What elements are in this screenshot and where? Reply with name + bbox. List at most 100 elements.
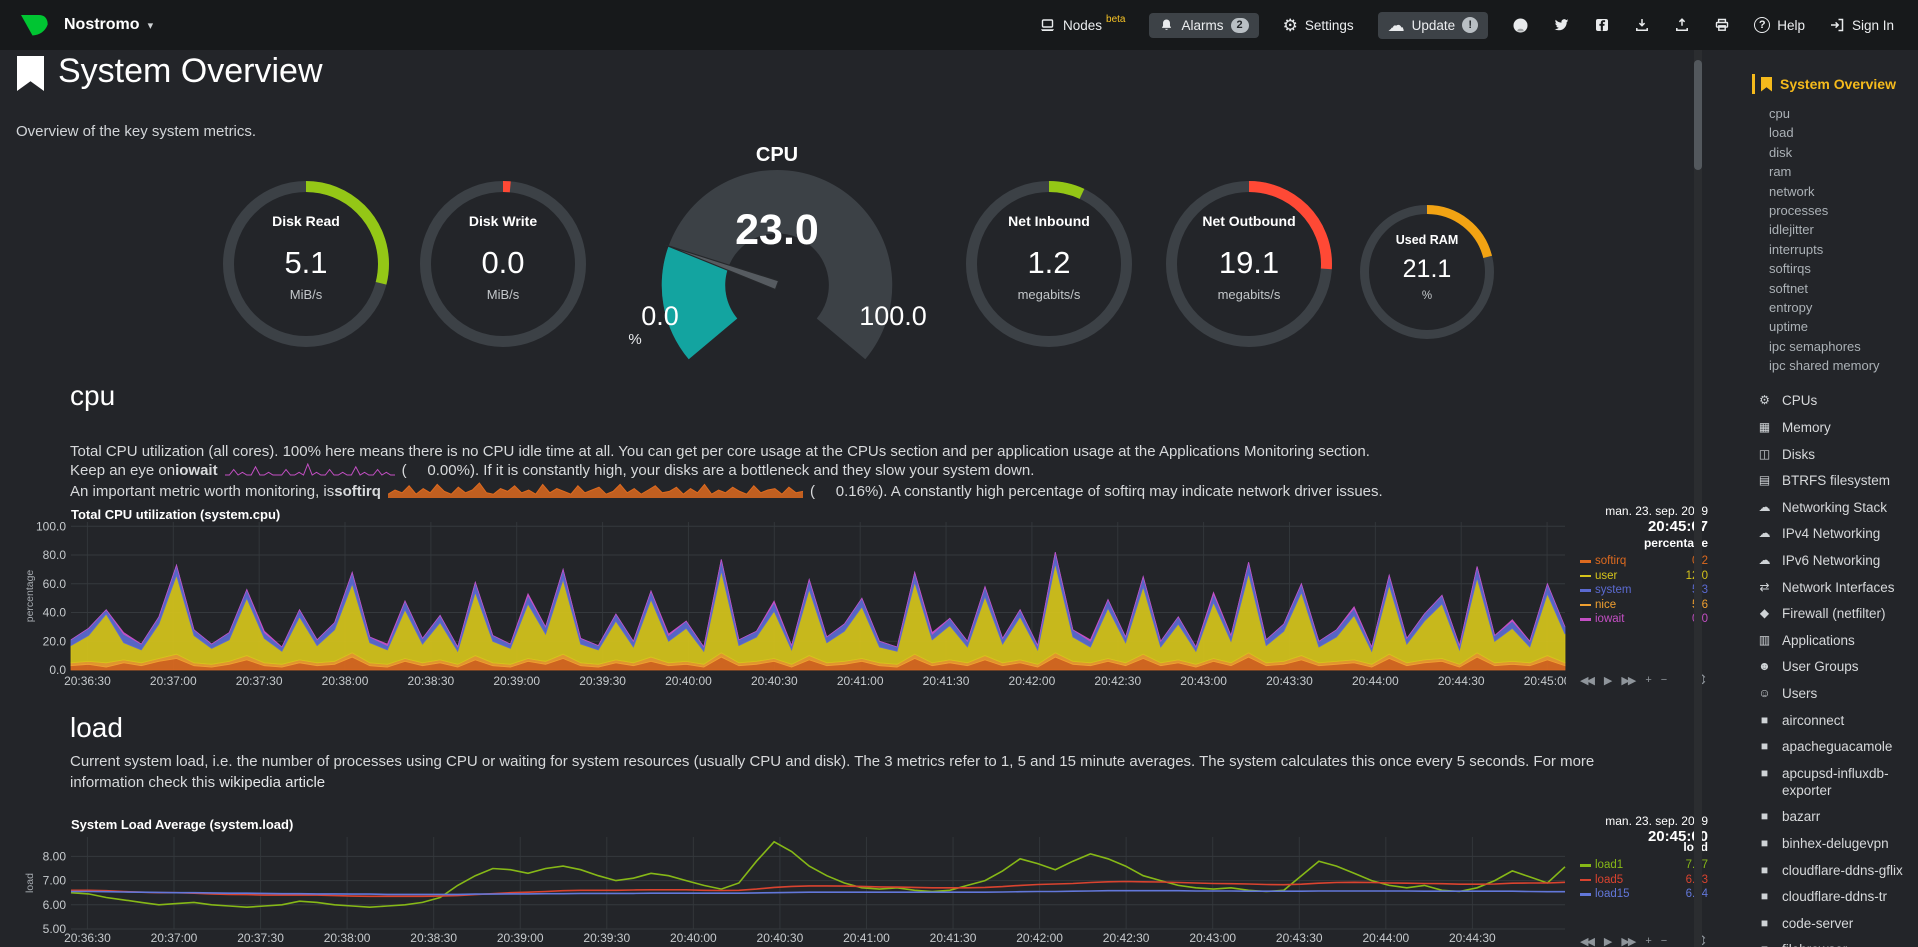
gauge-cpu[interactable] — [656, 164, 898, 366]
sidebar-subitem-cpu[interactable]: cpu — [1769, 106, 1790, 121]
settings-button[interactable]: ⚙ Settings — [1283, 17, 1354, 34]
twitter-button[interactable] — [1553, 17, 1570, 33]
skip-forward-button[interactable]: ▶▶ — [1621, 674, 1636, 687]
sidebar-item-cloudflare-ddns-gflix[interactable]: ■ cloudflare-ddns-gflix — [1756, 857, 1918, 884]
sidebar-item-apacheguacamole[interactable]: ■ apacheguacamole — [1756, 733, 1918, 760]
sidebar-subitem-disk[interactable]: disk — [1769, 144, 1793, 160]
skip-forward-button[interactable]: ▶▶ — [1621, 935, 1636, 947]
resize-handle[interactable]: ⇕ — [1697, 933, 1708, 947]
signin-button[interactable]: Sign In — [1829, 17, 1894, 33]
github-button[interactable] — [1512, 17, 1529, 34]
sidebar-item-applications[interactable]: ▥ Applications — [1756, 627, 1918, 654]
sidebar-item-firewall-netfilter-[interactable]: ◆ Firewall (netfilter) — [1756, 600, 1918, 627]
sidebar-item-memory[interactable]: ▦ Memory — [1756, 414, 1918, 441]
sidebar-item-user-groups[interactable]: ☻ User Groups — [1756, 654, 1918, 681]
sidebar-item-filebrowser[interactable]: ■ filebrowser — [1756, 937, 1918, 947]
github-icon — [1512, 17, 1529, 34]
sidebar-item-btrfs-filesystem[interactable]: ▤ BTRFS filesystem — [1756, 467, 1918, 494]
zoom-out-button[interactable]: − — [1660, 674, 1668, 686]
legend-item-load15[interactable]: load156.54 — [1580, 887, 1708, 902]
sidebar-subitem-entropy[interactable]: entropy — [1769, 300, 1813, 316]
nodes-button[interactable]: Nodes beta — [1039, 14, 1125, 33]
wikipedia-link[interactable]: wikipedia article — [219, 773, 326, 791]
topbar: Nostromo ▾ Nodes beta Alarms 2 ⚙ Setting… — [0, 0, 1918, 50]
sidebar-item-binhex-delugevpn[interactable]: ■ binhex-delugevpn — [1756, 830, 1918, 857]
load-chart-plot[interactable]: 20:36:30 20:37:00 20:37:30 20:38:00 20:38:30… — [20, 837, 1566, 947]
sidebar-subitem-network[interactable]: network — [1769, 183, 1815, 199]
sidebar-item-cpus[interactable]: ⚙ CPUs — [1756, 388, 1918, 415]
iowait-term: iowait — [175, 461, 218, 479]
facebook-button[interactable] — [1594, 17, 1610, 33]
play-button[interactable]: ▶ — [1603, 935, 1613, 947]
scrollbar-thumb[interactable] — [1694, 60, 1702, 170]
sidebar-item-ipv4-networking[interactable]: ☁ IPv4 Networking — [1756, 521, 1918, 548]
y-tick-label: 6.00 — [43, 898, 67, 912]
sidebar-subitem-softirqs[interactable]: softirqs — [1769, 261, 1811, 277]
sidebar-item-users[interactable]: ☺ Users — [1756, 680, 1918, 707]
legend-item-iowait[interactable]: iowait0.0 — [1580, 612, 1708, 627]
sidebar-subitem-idlejitter[interactable]: idlejitter — [1769, 222, 1814, 238]
sidebar-item-cloudflare-ddns-tr[interactable]: ■ cloudflare-ddns-tr — [1756, 883, 1918, 910]
update-button[interactable]: ☁ Update ! — [1377, 11, 1489, 39]
play-button[interactable]: ▶ — [1603, 674, 1613, 687]
sidebar-item-label: apacheguacamole — [1782, 739, 1893, 755]
sidebar-subitem-load[interactable]: load — [1769, 125, 1794, 141]
sidebar-item-airconnect[interactable]: ■ airconnect — [1756, 707, 1918, 734]
resize-handle[interactable]: ⇕ — [1697, 672, 1708, 687]
zoom-in-button[interactable]: + — [1645, 935, 1652, 947]
softirq-sparkline[interactable] — [387, 482, 804, 502]
legend-item-load1[interactable]: load17.57 — [1580, 858, 1708, 873]
sidebar-item-label: Memory — [1782, 420, 1831, 436]
alarms-button[interactable]: Alarms 2 — [1149, 12, 1259, 38]
sidebar-item-label: apcupsd-influxdb-exporter — [1782, 765, 1889, 798]
legend-name: softirq — [1595, 555, 1627, 568]
square-icon: ■ — [1760, 862, 1769, 877]
sidebar-subitem-softnet[interactable]: softnet — [1769, 280, 1809, 296]
sidebar-item-label: bazarr — [1782, 809, 1821, 825]
sidebar-subitem-ipc-semaphores[interactable]: ipc semaphores — [1769, 338, 1861, 354]
sidebar-item-disks[interactable]: ◫ Disks — [1756, 441, 1918, 468]
sidebar-subitem-processes[interactable]: processes — [1769, 203, 1829, 219]
sidebar-item-networking-stack[interactable]: ☁ Networking Stack — [1756, 494, 1918, 521]
skip-back-button[interactable]: ◀◀ — [1580, 935, 1595, 947]
zoom-in-button[interactable]: + — [1645, 674, 1652, 686]
sidebar-subitem-ipc-shared-memory[interactable]: ipc shared memory — [1769, 358, 1880, 374]
netdata-logo[interactable] — [16, 7, 52, 43]
iowait-sparkline[interactable] — [224, 462, 395, 480]
sidebar-subitem-interrupts[interactable]: interrupts — [1769, 241, 1824, 257]
x-tick-label: 20:40:30 — [751, 674, 798, 688]
legend-item-system[interactable]: system5.3 — [1580, 583, 1708, 598]
main-scrollbar[interactable] — [1694, 50, 1702, 947]
sidebar-subitem-ram[interactable]: ram — [1769, 164, 1792, 180]
gauge-net-outbound[interactable]: Net Outbound 19.1 megabits/s — [1165, 180, 1333, 348]
sidebar-item-code-server[interactable]: ■ code-server — [1756, 910, 1918, 937]
gauge-net-inbound[interactable]: Net Inbound 1.2 megabits/s — [965, 180, 1133, 348]
hostname-menu[interactable]: Nostromo ▾ — [64, 16, 153, 34]
legend-item-load5[interactable]: load56.93 — [1580, 873, 1708, 888]
sidebar-item-apcupsd-influxdb-exporter[interactable]: ■ apcupsd-influxdb-exporter — [1756, 760, 1918, 804]
sidebar-item-bazarr[interactable]: ■ bazarr — [1756, 804, 1918, 831]
legend-item-nice[interactable]: nice5.6 — [1580, 598, 1708, 613]
skip-back-button[interactable]: ◀◀ — [1580, 674, 1595, 687]
sidebar-item-ipv6-networking[interactable]: ☁ IPv6 Networking — [1756, 547, 1918, 574]
export-snapshot-button[interactable] — [1674, 17, 1690, 33]
legend-item-softirq[interactable]: softirq0.2 — [1580, 554, 1708, 569]
g-unit: MiB/s — [289, 287, 323, 302]
gauge-disk-read[interactable]: Disk Read 5.1 MiB/s — [222, 180, 390, 348]
load-section-heading: load — [70, 712, 123, 743]
gauge-used-ram[interactable]: Used RAM 21.1% — [1359, 204, 1495, 340]
sidebar-subitem-uptime[interactable]: uptime — [1769, 319, 1809, 335]
cpu-description-2: Keep an eye on iowait ( 0.00 %). If it i… — [70, 460, 1034, 480]
zoom-out-button[interactable]: − — [1660, 935, 1668, 947]
sidebar-item-system-overview[interactable]: System Overview — [1752, 74, 1918, 94]
cpu-chart-plot[interactable]: 20:36:30 20:37:00 20:37:30 20:38:00 20:38:30… — [20, 519, 1571, 705]
sidebar-item-network-interfaces[interactable]: ⇄ Network Interfaces — [1756, 574, 1918, 601]
gauge-disk-write[interactable]: Disk Write 0.0 MiB/s — [419, 180, 587, 348]
legend-item-user[interactable]: user12.0 — [1580, 569, 1708, 584]
print-button[interactable] — [1714, 17, 1730, 33]
cpu-gauge-min: 0.0 — [641, 301, 679, 331]
legend-name: system — [1595, 584, 1632, 597]
y-tick-label: 100.0 — [36, 522, 66, 533]
import-snapshot-button[interactable] — [1634, 17, 1650, 33]
help-button[interactable]: ? Help — [1754, 17, 1805, 33]
